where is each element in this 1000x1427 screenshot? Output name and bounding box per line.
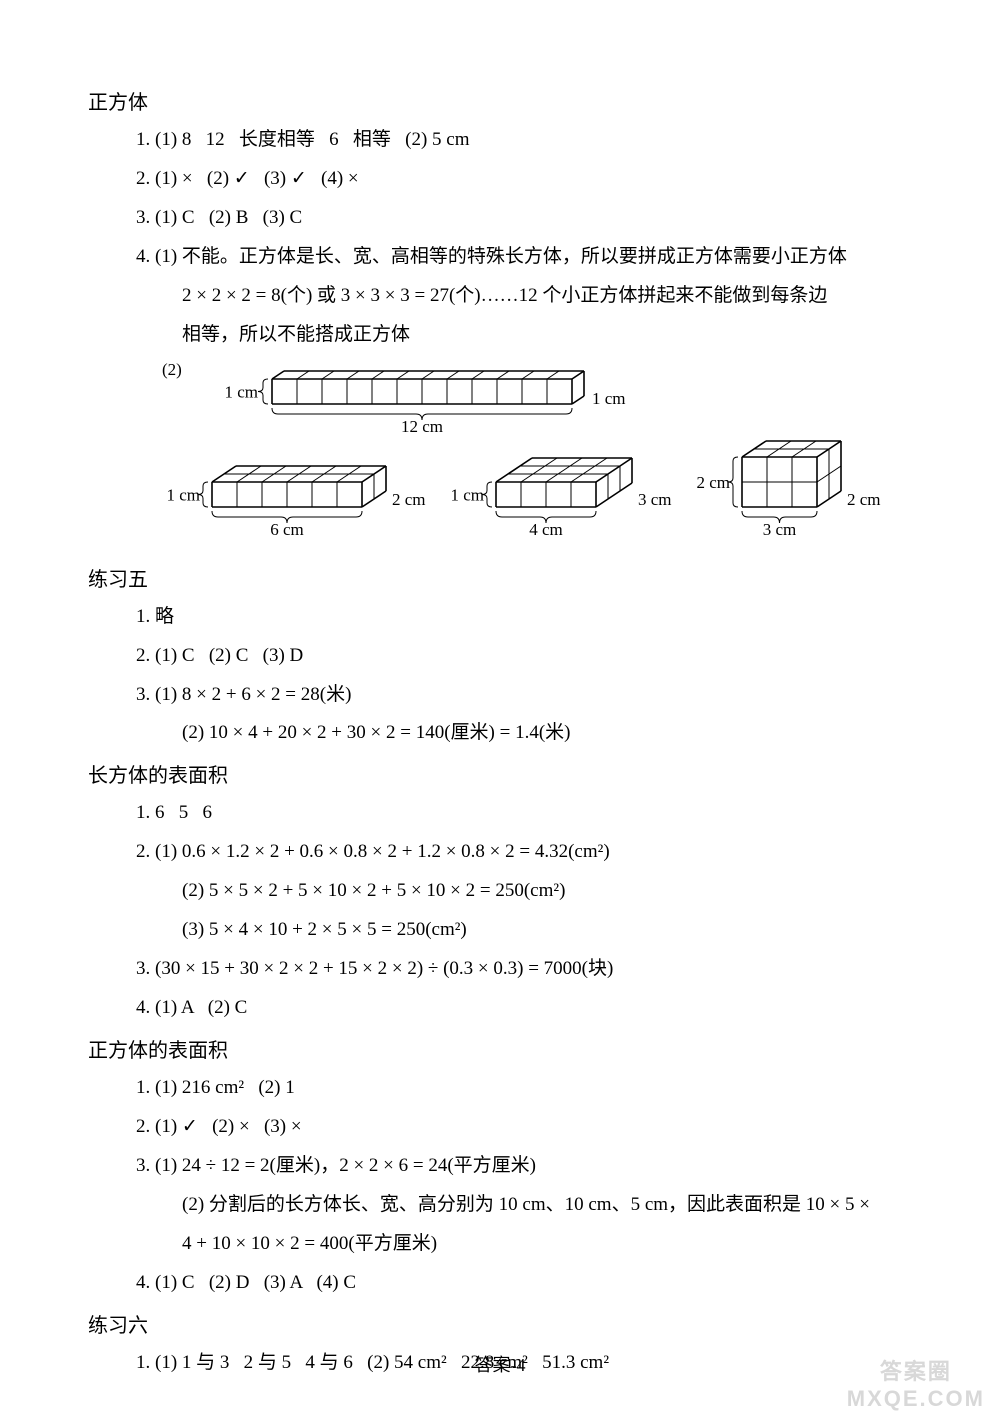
answer-line: (3) 5 × 4 × 10 + 2 × 5 × 5 = 250(cm²) xyxy=(182,911,912,950)
svg-text:6 cm: 6 cm xyxy=(270,520,304,539)
section-title-cube-area: 正方体的表面积 xyxy=(88,1034,912,1063)
watermark-bottom: MXQE.COM xyxy=(847,1386,985,1412)
answer-line: 1. (1) 216 cm² (2) 1 xyxy=(136,1069,912,1108)
svg-text:1 cm: 1 cm xyxy=(224,382,258,401)
answer-line: 4. (1) 不能。正方体是长、宽、高相等的特殊长方体，所以要拼成正方体需要小正… xyxy=(136,238,912,277)
answer-line: 4. (1) C (2) D (3) A (4) C xyxy=(136,1264,912,1303)
answer-line: 2 × 2 × 2 = 8(个) 或 3 × 3 × 3 = 27(个)……12… xyxy=(182,277,912,316)
svg-text:2 cm: 2 cm xyxy=(392,490,426,509)
svg-text:3 cm: 3 cm xyxy=(638,490,672,509)
answer-line: 3. (30 × 15 + 30 × 2 × 2 + 15 × 2 × 2) ÷… xyxy=(136,950,912,989)
answer-line: 2. (1) C (2) C (3) D xyxy=(136,637,912,676)
answer-line: (2) 分割后的长方体长、宽、高分别为 10 cm、10 cm、5 cm，因此表… xyxy=(182,1186,912,1225)
answer-line: 3. (1) 24 ÷ 12 = 2(厘米)，2 × 2 × 6 = 24(平方… xyxy=(136,1147,912,1186)
watermark: 答案圈 MXQE.COM xyxy=(847,1359,985,1412)
section-title-cube: 正方体 xyxy=(88,86,912,115)
svg-text:1 cm: 1 cm xyxy=(450,485,484,504)
answer-line: 1. (1) 8 12 长度相等 6 相等 (2) 5 cm xyxy=(136,121,912,160)
answer-line: 2. (1) 0.6 × 1.2 × 2 + 0.6 × 0.8 × 2 + 1… xyxy=(136,833,912,872)
answer-line: 相等，所以不能搭成正方体 xyxy=(182,316,912,355)
svg-text:1 cm: 1 cm xyxy=(166,485,200,504)
answer-line: 4. (1) A (2) C xyxy=(136,989,912,1028)
answer-line: (2) 5 × 5 × 2 + 5 × 10 × 2 + 5 × 10 × 2 … xyxy=(182,872,912,911)
svg-text:1 cm: 1 cm xyxy=(592,389,626,408)
svg-text:12 cm: 12 cm xyxy=(401,417,443,436)
svg-text:4 cm: 4 cm xyxy=(529,520,563,539)
cuboid-diagrams: (2) 1 cm 1 cm 12 cm 1 cm 2 cm 6 cm 1 cm 3 cm 4 cm… xyxy=(152,357,912,557)
page: 正方体 1. (1) 8 12 长度相等 6 相等 (2) 5 cm 2. (1… xyxy=(0,0,1000,1427)
answer-line: 3. (1) C (2) B (3) C xyxy=(136,199,912,238)
svg-text:2 cm: 2 cm xyxy=(847,490,881,509)
answer-line: (2) 10 × 4 + 20 × 2 + 30 × 2 = 140(厘米) =… xyxy=(182,714,912,753)
answer-line: 1. 6 5 6 xyxy=(136,794,912,833)
svg-text:(2): (2) xyxy=(162,360,182,379)
answer-line: 2. (1) × (2) ✓ (3) ✓ (4) × xyxy=(136,160,912,199)
section-title-rect-area: 长方体的表面积 xyxy=(88,759,912,788)
watermark-top: 答案圈 xyxy=(847,1359,985,1385)
answer-line: 4 + 10 × 10 × 2 = 400(平方厘米) xyxy=(182,1225,912,1264)
answer-line: 1. 略 xyxy=(136,598,912,637)
svg-text:2 cm: 2 cm xyxy=(696,473,730,492)
section-title-ex5: 练习五 xyxy=(88,563,912,592)
svg-text:3 cm: 3 cm xyxy=(763,520,797,539)
section-title-ex6: 练习六 xyxy=(88,1309,912,1338)
answer-line: 3. (1) 8 × 2 + 6 × 2 = 28(米) xyxy=(136,676,912,715)
answer-line: 2. (1) ✓ (2) × (3) × xyxy=(136,1108,912,1147)
